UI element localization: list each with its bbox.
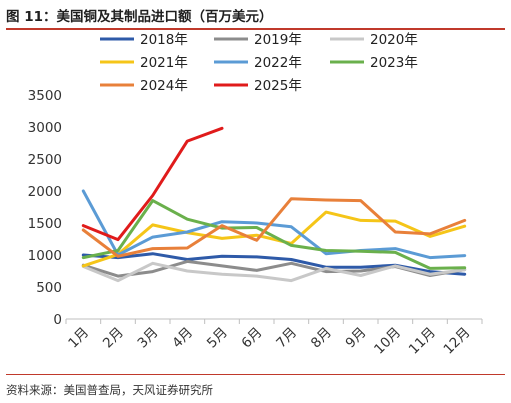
x-tick-label: 9月 bbox=[343, 325, 370, 352]
series-line bbox=[81, 210, 467, 268]
x-tick-label: 2月 bbox=[100, 325, 127, 352]
source-note: 资料来源：美国普查局，天风证券研究所 bbox=[6, 383, 213, 397]
plot-area bbox=[81, 126, 467, 283]
series-line bbox=[81, 126, 224, 242]
y-axis: 0 500 1000 1500 2000 2500 3000 3500 bbox=[28, 88, 62, 328]
legend-label: 2019年 bbox=[254, 32, 302, 48]
y-tick-label: 3500 bbox=[28, 88, 62, 104]
y-tick-label: 3000 bbox=[28, 120, 62, 136]
legend-label: 2020年 bbox=[370, 32, 418, 48]
x-tick-label: 6月 bbox=[239, 325, 266, 352]
x-tick-label: 12月 bbox=[440, 325, 473, 358]
y-tick-label: 2500 bbox=[28, 152, 62, 168]
x-tick-label: 4月 bbox=[169, 325, 196, 352]
x-tick-label: 3月 bbox=[135, 325, 162, 352]
series-line bbox=[81, 197, 467, 258]
legend-label: 2022年 bbox=[254, 55, 302, 71]
x-tick-label: 8月 bbox=[308, 325, 335, 352]
x-tick-label: 11月 bbox=[406, 325, 439, 358]
x-tick-label: 5月 bbox=[204, 325, 231, 352]
series-line bbox=[81, 189, 467, 260]
series-line bbox=[81, 199, 467, 270]
series-line bbox=[81, 261, 467, 283]
title-rule bbox=[6, 28, 505, 30]
legend: 2018年 2019年 2020年 2021年 2022年 2023年 2024年 2025年 bbox=[100, 32, 418, 94]
legend-label: 2025年 bbox=[254, 78, 302, 94]
legend-label: 2023年 bbox=[370, 55, 418, 71]
y-tick-label: 500 bbox=[36, 280, 62, 296]
x-tick-label: 10月 bbox=[371, 325, 404, 358]
y-tick-label: 1000 bbox=[28, 248, 62, 264]
legend-label: 2024年 bbox=[140, 78, 188, 94]
y-tick-label: 0 bbox=[53, 312, 62, 328]
x-tick-label: 7月 bbox=[273, 325, 300, 352]
y-tick-label: 2000 bbox=[28, 184, 62, 200]
legend-label: 2018年 bbox=[140, 32, 188, 48]
x-tick-label: 1月 bbox=[65, 325, 92, 352]
source-rule bbox=[6, 374, 505, 375]
figure-title: 图 11：美国铜及其制品进口额（百万美元） bbox=[6, 9, 273, 25]
legend-label: 2021年 bbox=[140, 55, 188, 71]
x-axis: 1月 2月 3月 4月 5月 6月 7月 8月 9月 10月 11月 12月 bbox=[65, 318, 483, 358]
y-tick-label: 1500 bbox=[28, 216, 62, 232]
